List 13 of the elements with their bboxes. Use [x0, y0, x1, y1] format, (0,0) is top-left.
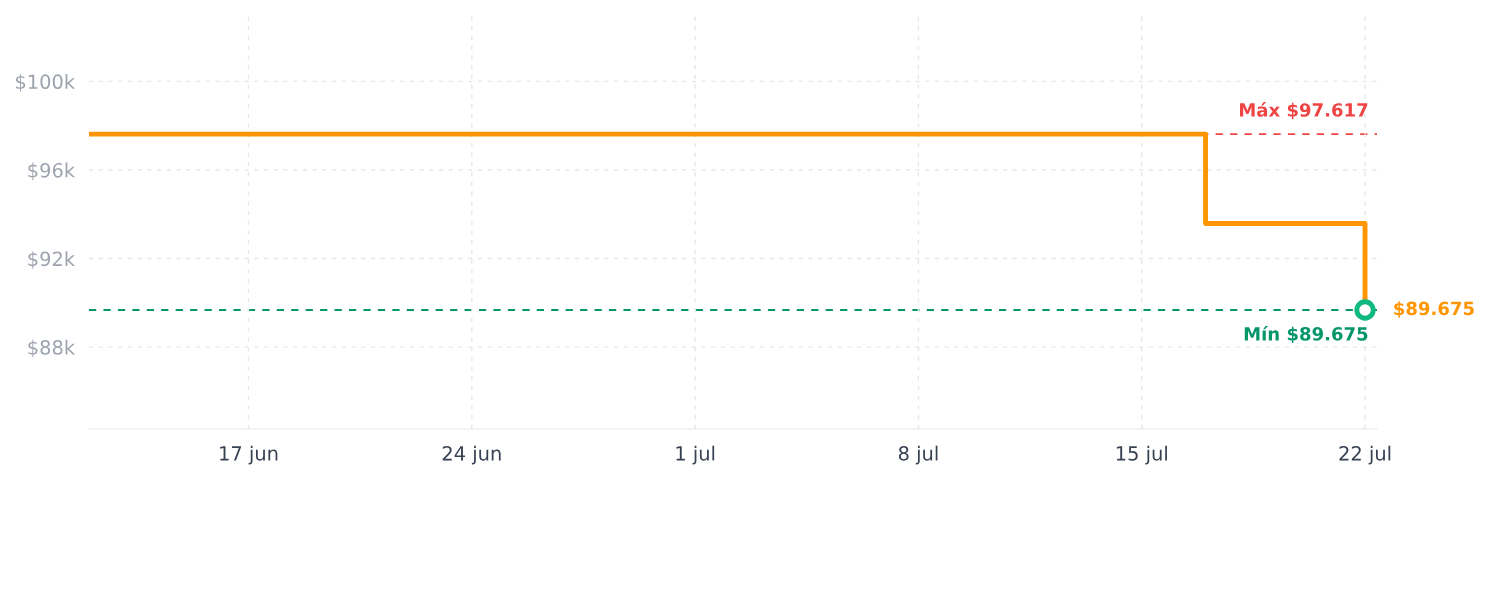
- x-tick-label: 24 jun: [442, 445, 501, 465]
- x-tick-label: 17 jun: [220, 445, 278, 465]
- x-tick-label: 15 jul: [1116, 445, 1167, 465]
- x-tick-label: 1 jul: [676, 445, 715, 465]
- x-tick-label: 22 jul: [1339, 445, 1391, 465]
- ref-line-label: Mín $89.675: [1244, 325, 1368, 344]
- annotation: $89.675: [1394, 301, 1474, 318]
- y-tick-label: $96k: [28, 162, 76, 181]
- x-tick-label: 8 jul: [898, 445, 938, 465]
- y-tick-label: $100k: [15, 74, 76, 92]
- ref-line-label: Máx $97.617: [1240, 102, 1368, 120]
- y-tick-label: $92k: [28, 251, 76, 269]
- y-tick-label: $88k: [28, 339, 76, 358]
